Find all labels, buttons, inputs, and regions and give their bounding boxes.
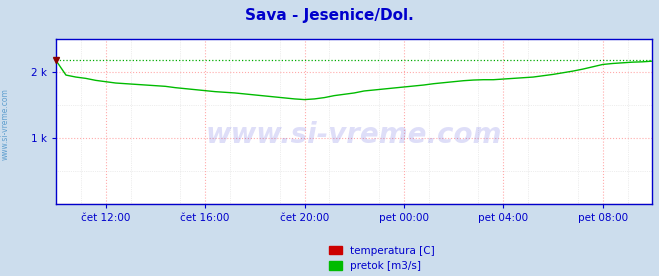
Text: www.si-vreme.com: www.si-vreme.com: [206, 121, 502, 149]
Legend: temperatura [C], pretok [m3/s]: temperatura [C], pretok [m3/s]: [330, 246, 435, 271]
Text: Sava - Jesenice/Dol.: Sava - Jesenice/Dol.: [245, 8, 414, 23]
Text: www.si-vreme.com: www.si-vreme.com: [1, 88, 10, 160]
